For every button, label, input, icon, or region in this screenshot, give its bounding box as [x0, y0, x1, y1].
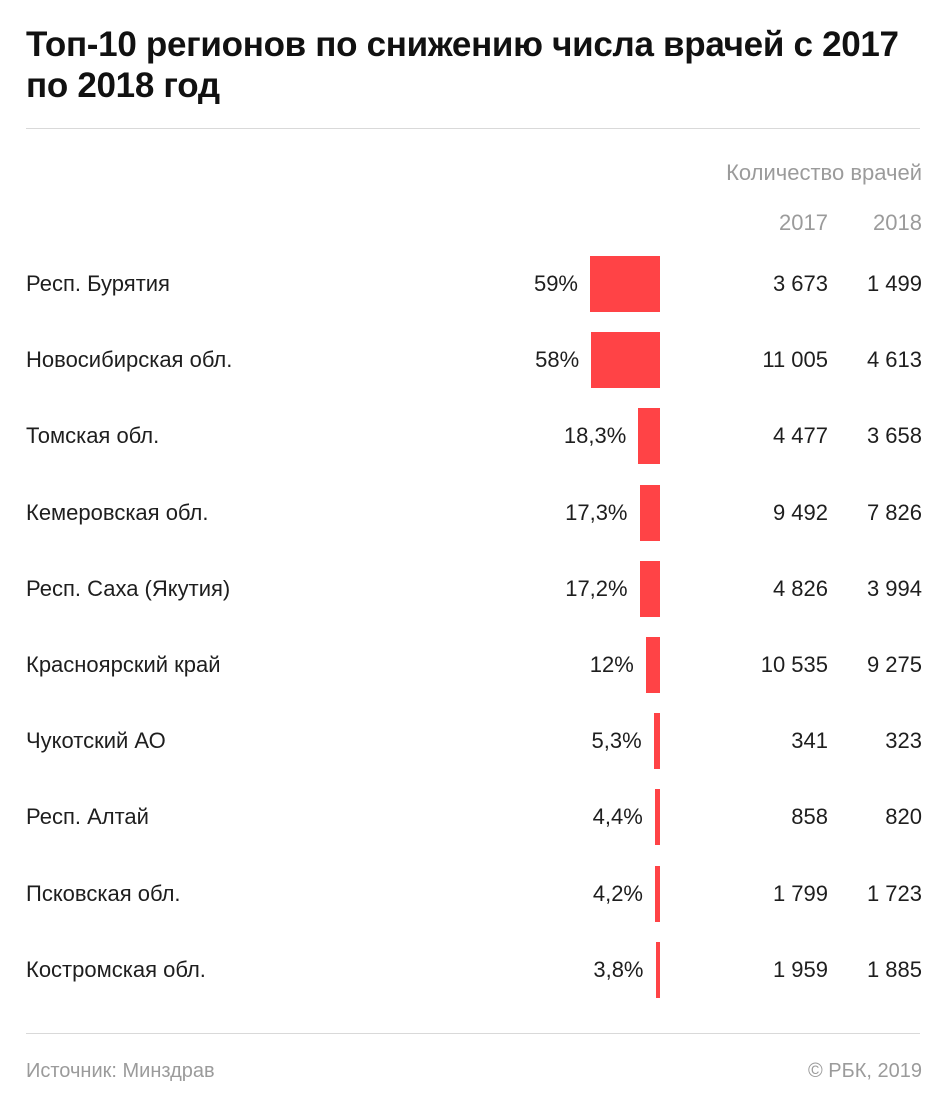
copyright-note: © РБК, 2019 [807, 1060, 922, 1082]
decline-percent-label: 59% [533, 271, 578, 296]
decline-bar [654, 789, 660, 846]
region-label: Респ. Саха (Якутия) [26, 575, 231, 601]
region-label: Псковская обл. [26, 880, 181, 906]
doctors-2017-value: 858 [791, 804, 828, 830]
table-row: Респ. Бурятия 59% 3 673 1 499 [0, 256, 945, 312]
region-label: Чукотский АО [26, 728, 166, 754]
doctors-2018-value: 7 826 [866, 499, 922, 525]
doctors-2017-value: 1 959 [772, 956, 828, 982]
region-label: Респ. Бурятия [26, 271, 170, 296]
doctors-2018-value: 4 613 [866, 347, 922, 373]
decline-percent-label: 58% [535, 347, 580, 373]
doctors-2018-value: 9 275 [866, 652, 922, 677]
table-row: Красноярский край 12% 10 535 9 275 [0, 637, 945, 693]
region-label: Костромская обл. [26, 956, 206, 982]
table-row: Новосибирская обл. 58% 11 005 4 613 [0, 332, 945, 389]
doctors-2017-value: 341 [791, 728, 828, 754]
region-label: Новосибирская обл. [26, 347, 233, 373]
table-row: Псковская обл. 4,2% 1 799 1 723 [0, 865, 945, 922]
doctors-2018-value: 3 994 [866, 575, 922, 601]
doctors-2018-value: 1 499 [866, 271, 922, 296]
decline-bar [591, 332, 660, 389]
top-divider [26, 128, 920, 129]
decline-bar [653, 713, 660, 770]
region-label: Респ. Алтай [26, 804, 149, 830]
table-row: Кемеровская обл. 17,3% 9 492 7 826 [0, 484, 945, 541]
table-row: Респ. Алтай 4,4% 858 820 [0, 789, 945, 846]
column-header-2017: 2017 [779, 210, 828, 235]
doctors-2017-value: 4 826 [772, 575, 828, 601]
doctors-2018-value: 323 [885, 728, 922, 754]
decline-bar [638, 408, 660, 465]
doctors-2018-value: 3 658 [866, 423, 922, 449]
table-row: Костромская обл. 3,8% 1 959 1 885 [0, 941, 945, 998]
table-row: Респ. Саха (Якутия) 17,2% 4 826 3 994 [0, 560, 945, 617]
decline-percent-label: 17,2% [565, 575, 628, 601]
decline-percent-label: 4,4% [592, 804, 643, 830]
decline-bar [655, 941, 660, 998]
decline-percent-label: 3,8% [593, 956, 644, 982]
doctors-2017-value: 4 477 [772, 423, 828, 449]
doctors-2018-value: 820 [885, 804, 922, 830]
doctors-2018-value: 1 723 [866, 880, 922, 906]
decline-bar [655, 865, 660, 922]
source-note: Источник: Минздрав [26, 1060, 215, 1082]
bottom-divider [26, 1033, 920, 1034]
column-header-doctors-count: Количество врачей [726, 160, 922, 185]
decline-bar [639, 484, 660, 541]
decline-bar [590, 256, 660, 312]
region-label: Красноярский край [26, 652, 221, 677]
decline-bar [645, 637, 660, 693]
chart-title: Топ-10 регионов по снижению числа врачей… [26, 25, 899, 105]
decline-percent-label: 18,3% [563, 423, 627, 449]
decline-percent-label: 17,3% [565, 499, 628, 525]
doctors-2017-value: 9 492 [772, 499, 828, 525]
column-header-2018: 2018 [873, 210, 922, 235]
decline-percent-label: 12% [589, 652, 634, 677]
decline-percent-label: 4,2% [592, 880, 643, 906]
table-row: Чукотский АО 5,3% 341 323 [0, 713, 945, 770]
region-label: Томская обл. [26, 423, 160, 449]
decline-percent-label: 5,3% [591, 728, 642, 754]
doctors-2017-value: 1 799 [772, 880, 828, 906]
doctors-2018-value: 1 885 [866, 956, 922, 982]
doctors-2017-value: 10 535 [760, 652, 828, 677]
doctors-2017-value: 3 673 [772, 271, 828, 296]
region-label: Кемеровская обл. [26, 499, 209, 525]
decline-bar [639, 560, 660, 617]
table-row: Томская обл. 18,3% 4 477 3 658 [0, 408, 945, 465]
doctors-2017-value: 11 005 [762, 347, 828, 373]
